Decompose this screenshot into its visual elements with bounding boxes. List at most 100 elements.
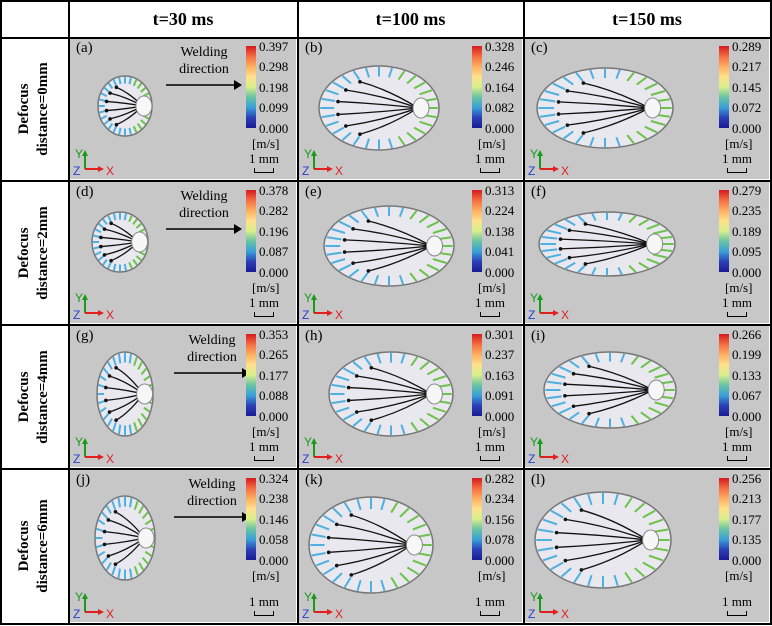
colorbar-tick-label: 0.217 xyxy=(732,59,762,75)
colorbar-tick-label: 0.146 xyxy=(259,511,289,527)
axis-x-label: X xyxy=(561,164,569,178)
coordinate-axes-triad: YZ X xyxy=(73,147,114,178)
colorbar-tick-label: 0.000 xyxy=(732,264,762,280)
colorbar-tick-label: 0.378 xyxy=(259,183,289,198)
axis-y-label: Y xyxy=(530,435,538,449)
scale-bar-label: 1 mm xyxy=(249,594,279,609)
colorbar-tick-label: 0.138 xyxy=(485,223,515,239)
axis-z-label: Z xyxy=(528,164,535,178)
melt-pool-shape xyxy=(543,351,677,429)
colorbar-ticks: 0.301 0.237 0.163 0.091 0.000 xyxy=(485,327,514,430)
scale-bar: 1 mm xyxy=(470,594,510,616)
scale-bar-label: 1 mm xyxy=(475,295,505,310)
velocity-unit-label: [m/s] xyxy=(725,568,753,583)
row-label-line1: Defocus xyxy=(16,520,33,572)
scale-bar-label: 1 mm xyxy=(249,151,279,166)
colorbar-ticks: 0.313 0.224 0.138 0.041 0.000 xyxy=(485,183,515,286)
scale-bar: 1 mm xyxy=(244,439,284,461)
welding-label-line1: Welding xyxy=(180,45,228,60)
axis-y-label: Y xyxy=(75,291,83,305)
melt-pool-shape xyxy=(94,495,156,581)
axis-z-label: Z xyxy=(73,452,80,466)
row-label-text: Defocus distance=0mm xyxy=(15,62,53,156)
melt-pool-shape xyxy=(323,205,455,287)
colorbar-tick-label: 0.078 xyxy=(485,532,515,548)
colorbar xyxy=(472,334,482,416)
colorbar-tick-label: 0.041 xyxy=(485,244,515,260)
figure-panel: (l) 0.256 0.213 0.177 0.135 0.000 [m/s] 1 mm Y Z X xyxy=(525,470,769,622)
colorbar-ticks: 0.279 0.235 0.189 0.095 0.000 xyxy=(732,183,762,286)
axis-y-label: Y xyxy=(304,590,312,604)
welding-direction-label: Welding direction xyxy=(178,332,246,366)
row-label: Defocus distance=2mm xyxy=(0,182,68,323)
scale-bar-label: 1 mm xyxy=(475,594,505,609)
panel-label: (i) xyxy=(531,328,546,344)
colorbar-tick-label: 0.213 xyxy=(732,491,762,507)
colorbar-tick-label: 0.235 xyxy=(732,203,762,219)
coordinate-axes-triad: YZ X xyxy=(73,291,114,322)
scale-bar-line xyxy=(480,456,500,461)
row-label-line1: Defocus xyxy=(16,371,33,422)
axis-y-label: Y xyxy=(75,435,83,449)
colorbar-tick-label: 0.145 xyxy=(732,79,762,95)
scale-bar-line xyxy=(480,611,500,616)
colorbar-tick-label: 0.000 xyxy=(259,408,289,424)
panel-label: (h) xyxy=(305,328,323,344)
grid-line-horizontal xyxy=(0,324,772,326)
scale-bar-line xyxy=(254,456,274,461)
colorbar xyxy=(472,190,482,272)
colorbar-tick-label: 0.164 xyxy=(485,79,515,95)
colorbar-ticks: 0.378 0.282 0.196 0.087 0.000 xyxy=(259,183,289,286)
column-header: t=100 ms xyxy=(375,8,446,29)
scale-bar: 1 mm xyxy=(244,151,284,173)
colorbar-tick-label: 0.099 xyxy=(259,100,289,116)
axis-x-label: X xyxy=(106,308,114,322)
welding-label-line1: Welding xyxy=(188,477,236,492)
panel-label: (g) xyxy=(76,328,94,344)
grid-line-vertical xyxy=(523,0,525,624)
scale-bar: 1 mm xyxy=(717,439,757,461)
melt-pool-flow-field xyxy=(318,65,440,151)
axis-y-label: Y xyxy=(530,590,538,604)
melt-pool-flow-field xyxy=(94,495,156,581)
axis-x-label: X xyxy=(561,308,569,322)
melt-pool-flow-field xyxy=(534,491,672,589)
welding-direction-arrow xyxy=(166,80,242,90)
panel-label: (l) xyxy=(531,472,546,488)
melt-pool-flow-field xyxy=(323,205,455,287)
colorbar-ticks: 0.266 0.199 0.133 0.067 0.000 xyxy=(732,327,762,430)
colorbar-tick-label: 0.000 xyxy=(732,408,762,424)
colorbar-ticks: 0.282 0.234 0.156 0.078 0.000 xyxy=(485,471,515,574)
scale-bar: 1 mm xyxy=(717,151,757,173)
velocity-vectors xyxy=(95,496,155,580)
scale-bar-label: 1 mm xyxy=(722,594,752,609)
axis-x-label: X xyxy=(335,308,343,322)
coordinate-axes-triad: YZ X xyxy=(73,435,114,466)
velocity-vectors xyxy=(310,497,432,593)
colorbar-tick-label: 0.135 xyxy=(732,532,762,548)
axis-x-label: X xyxy=(335,164,343,178)
melt-pool-flow-field xyxy=(328,351,454,437)
panel-label: (j) xyxy=(76,472,91,488)
scale-bar-line xyxy=(254,168,274,173)
axis-x-label: X xyxy=(335,452,343,466)
axis-x-label: X xyxy=(561,607,569,621)
colorbar-tick-label: 0.000 xyxy=(259,552,289,568)
welding-direction-label: Welding direction xyxy=(178,476,246,510)
panel-label: (f) xyxy=(531,184,546,200)
melt-pool-shape xyxy=(308,496,434,594)
row-label: Defocus distance=6mm xyxy=(0,470,68,622)
colorbar-tick-label: 0.234 xyxy=(485,491,515,507)
coordinate-axes-triad: YZ X xyxy=(302,590,343,621)
grid-line-horizontal xyxy=(0,468,772,470)
melt-pool-flow-field xyxy=(91,211,149,273)
velocity-vectors xyxy=(330,352,452,436)
axis-y-label: Y xyxy=(75,590,83,604)
grid-line-vertical xyxy=(770,0,772,624)
axis-z-label: Z xyxy=(528,607,535,621)
colorbar-tick-label: 0.000 xyxy=(732,120,762,136)
scale-bar-label: 1 mm xyxy=(475,151,505,166)
row-label-line2: distance=2mm xyxy=(35,205,52,300)
axis-y-label: Y xyxy=(304,291,312,305)
coordinate-axes-triad: YZ X xyxy=(302,435,343,466)
